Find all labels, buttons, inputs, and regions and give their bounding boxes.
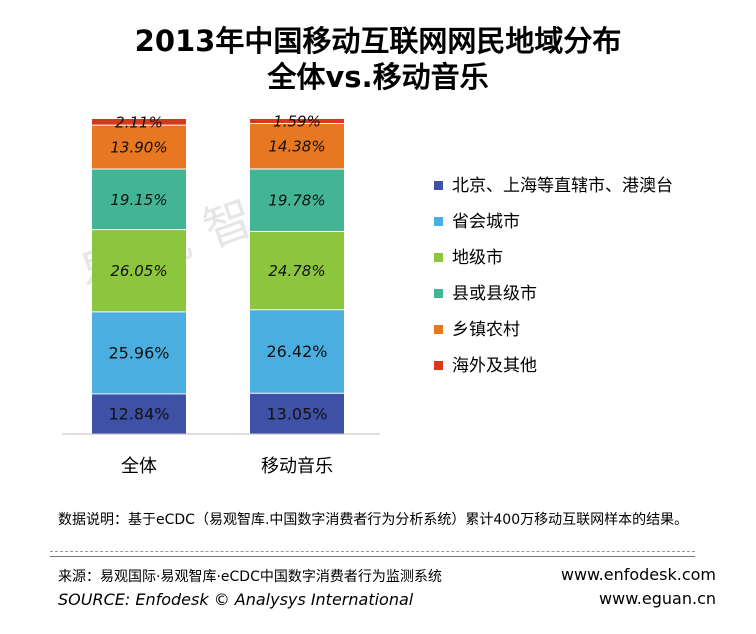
data-label: 25.96% (108, 343, 169, 362)
legend-swatch (434, 253, 443, 262)
bar-segment (250, 392, 344, 434)
source-english: SOURCE: Enfodesk © Analysys Internationa… (58, 590, 414, 609)
bar-segment (92, 168, 186, 230)
data-label: 26.42% (266, 342, 327, 361)
website-enfodesk[interactable]: www.enfodesk.com (560, 565, 716, 584)
legend-label: 县或县级市 (452, 284, 537, 304)
data-label: 13.05% (266, 404, 327, 423)
divider-dashed (50, 551, 695, 552)
legend-label: 乡镇农村 (452, 320, 520, 340)
bar-segment (92, 393, 186, 434)
bar-segment (92, 124, 186, 169)
source-chinese: 来源：易观国际·易观智库·eCDC中国数字消费者行为监测系统 (58, 569, 442, 585)
website-eguan[interactable]: www.eguan.cn (599, 589, 716, 608)
category-label: 全体 (121, 456, 157, 477)
legend-swatch (434, 361, 443, 370)
legend-swatch (434, 181, 443, 190)
bar-segment (92, 311, 186, 394)
data-label: 2.11% (115, 113, 163, 131)
data-label: 12.84% (108, 405, 169, 424)
bar-segment (92, 229, 186, 312)
category-labels: 全体 移动音乐 (121, 456, 333, 477)
bar-segment (250, 123, 344, 169)
bar-segment (250, 168, 344, 231)
legend-swatch (434, 217, 443, 226)
category-label: 移动音乐 (261, 456, 333, 477)
data-label: 24.78% (268, 262, 325, 280)
data-label: 13.90% (110, 139, 167, 157)
data-label: 14.38% (268, 138, 325, 156)
data-note: 数据说明：基于eCDC（易观智库.中国数字消费者行为分析系统）累计400万移动互… (58, 512, 689, 528)
divider-solid (50, 556, 695, 557)
data-label: 1.59% (273, 113, 321, 131)
chart-title-line-1: 2013年中国移动互联网网民地域分布 (134, 24, 622, 58)
bar-segment (250, 230, 344, 310)
legend-label: 海外及其他 (452, 356, 537, 376)
legend-label: 北京、上海等直辖市、港澳台 (452, 176, 673, 196)
legend-label: 地级市 (452, 248, 503, 268)
bar-segment (92, 117, 186, 125)
data-label: 19.15% (110, 191, 167, 209)
bars-group: 12.84% 25.96% 26.05% 19.15% 13.90% 2.11% 13.05… (92, 113, 344, 434)
data-label: 26.05% (110, 262, 167, 280)
bar-segment (250, 309, 344, 393)
legend-label: 省会城市 (452, 212, 520, 232)
stacked-bar-chart: 12.84% 25.96% 26.05% 19.15% 13.90% 2.11% 13.05… (62, 113, 673, 477)
bar-segment (250, 118, 344, 124)
legend-swatch (434, 325, 443, 334)
legend-swatch (434, 289, 443, 298)
chart-title-line-2: 全体vs.移动音乐 (267, 60, 489, 94)
data-label: 19.78% (268, 192, 325, 210)
